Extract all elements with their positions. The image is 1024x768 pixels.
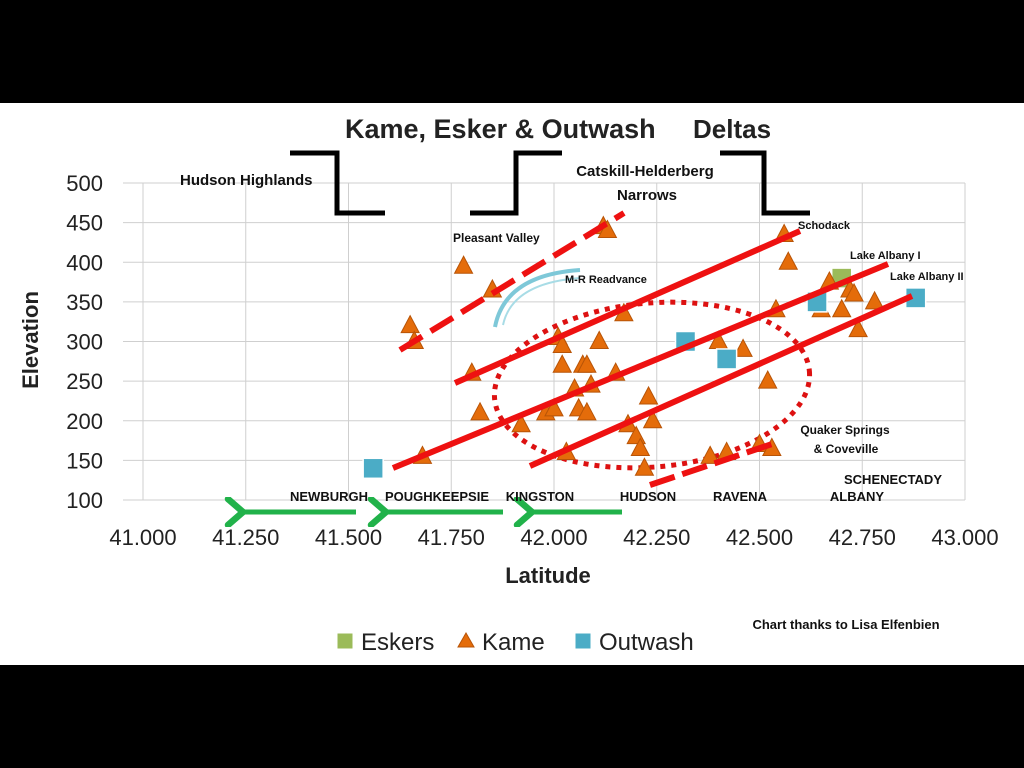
y-tick-label: 200 [66, 409, 103, 434]
credit-note: Chart thanks to Lisa Elfenbien [752, 617, 939, 632]
y-axis-ticks: 100 150 200 250 300 350 400 450 500 [66, 171, 103, 513]
kame-point [470, 401, 490, 421]
schodack-line [453, 228, 802, 386]
legend-label: Eskers [361, 629, 434, 656]
label-poughkeepsie: POUGHKEEPSIE [385, 489, 489, 504]
x-tick-label: 42.500 [726, 525, 793, 550]
label-pleasant-valley: Pleasant Valley [453, 231, 540, 245]
bracket-narrows-left [470, 150, 562, 216]
label-catskill-1: Catskill-Helderberg [576, 163, 714, 180]
kame-point [700, 445, 721, 464]
x-axis-ticks: 41.000 41.250 41.500 41.750 42.000 42.250 42.5… [109, 525, 998, 550]
y-tick-label: 450 [66, 211, 103, 236]
kame-point [831, 298, 852, 318]
x-tick-label: 42.250 [623, 525, 690, 550]
bracket-hudson-highlands [290, 150, 385, 216]
kame-point [844, 282, 864, 302]
lake-albany-1-line [391, 261, 890, 471]
label-mr-readvance: M-R Readvance [565, 274, 647, 286]
legend-marker [574, 632, 592, 650]
label-lake-albany-1: Lake Albany I [850, 250, 921, 262]
kame-point [634, 457, 655, 476]
chart: Kame, Esker & Outwash Deltas 100 150 200 25… [18, 114, 999, 656]
kame-point [552, 354, 573, 373]
y-tick-label: 350 [66, 290, 103, 315]
y-tick-label: 300 [66, 330, 103, 355]
label-ravena: RAVENA [713, 489, 768, 504]
chart-slide: Kame, Esker & Outwash Deltas 100 150 200 25… [0, 103, 1024, 665]
kame-point [638, 385, 659, 405]
shoreline-lines [391, 210, 914, 488]
label-quaker-2: & Coveville [814, 442, 879, 456]
kame-point [511, 413, 531, 433]
lake-albany-2-line [528, 293, 914, 469]
outwash-point [362, 457, 384, 480]
kame-point [589, 330, 610, 349]
y-tick-label: 500 [66, 171, 103, 196]
kame-point [778, 251, 799, 270]
label-hudson-highlands: Hudson Highlands [180, 172, 313, 189]
chart-title: Kame, Esker & Outwash [345, 114, 656, 144]
y-tick-label: 250 [66, 369, 103, 394]
y-axis-title: Elevation [18, 291, 43, 389]
barrier-brackets [290, 150, 810, 216]
x-tick-label: 41.500 [315, 525, 382, 550]
kame-point [577, 401, 597, 421]
outwash-point [715, 348, 738, 370]
legend-label: Kame [482, 629, 545, 656]
kame-point [577, 354, 597, 373]
pleasant-valley-line [398, 210, 626, 353]
x-tick-label: 42.750 [829, 525, 896, 550]
label-schenectady: SCHENECTADY [844, 472, 942, 487]
mr-readvance-arc-inner [502, 277, 581, 326]
x-tick-label: 42.000 [520, 525, 587, 550]
y-tick-label: 100 [66, 488, 103, 513]
kame-point [544, 397, 564, 417]
y-tick-label: 400 [66, 250, 103, 275]
kame-point [400, 314, 420, 334]
kame-point [630, 437, 651, 456]
kame-point [848, 318, 868, 338]
mr-readvance-arc [493, 268, 581, 328]
kame-point [733, 338, 753, 357]
label-kingston: KINGSTON [506, 489, 574, 504]
quaker-springs-line [649, 439, 779, 488]
legend-marker [336, 632, 354, 650]
label-quaker-1: Quaker Springs [800, 423, 890, 437]
legend: Eskers Kame Outwash [336, 629, 694, 656]
label-schodack: Schodack [798, 220, 851, 232]
bracket-narrows-right [720, 150, 810, 216]
kame-point [864, 290, 885, 310]
x-axis-title: Latitude [505, 563, 591, 588]
legend-label: Outwash [599, 629, 694, 656]
dotted-ellipse [491, 299, 813, 471]
kame-point [757, 370, 778, 389]
chart-title-suffix: Deltas [693, 114, 771, 144]
label-hudson: HUDSON [620, 489, 676, 504]
label-albany: ALBANY [830, 489, 884, 504]
x-tick-label: 41.000 [109, 525, 176, 550]
label-catskill-2: Narrows [617, 187, 677, 204]
kame-point [453, 255, 474, 274]
kame-point [642, 409, 663, 429]
label-lake-albany-2: Lake Albany II [890, 271, 964, 283]
x-tick-label: 43.000 [931, 525, 998, 550]
label-newburgh: NEWBURGH [290, 489, 368, 504]
data-points [362, 215, 927, 480]
kame-point [552, 334, 573, 353]
y-tick-label: 150 [66, 448, 103, 473]
x-tick-label: 41.750 [418, 525, 485, 550]
x-tick-label: 41.250 [212, 525, 279, 550]
legend-marker [457, 631, 475, 648]
